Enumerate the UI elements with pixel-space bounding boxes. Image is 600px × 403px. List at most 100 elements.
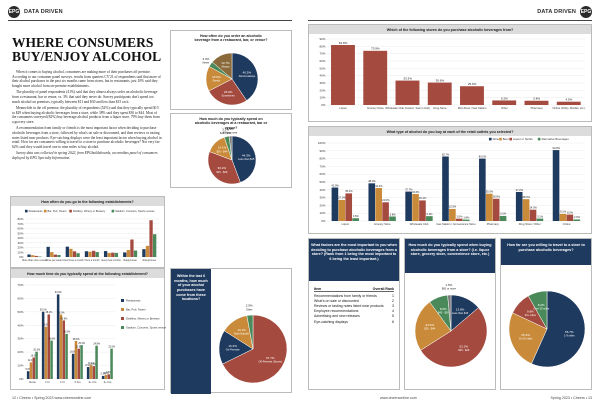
slice-label: 10-19 miles (519, 337, 533, 341)
bar-value: 38.9% (43, 324, 51, 327)
x-tick-label: Pharmacy (531, 106, 544, 110)
slice-label: Sometimes (222, 94, 236, 98)
x-tick-label: Online (Drizly, Minibar, etc.) (552, 106, 585, 110)
order-frequency-pie: 40.5%Almost always 26.9%Sometimes 15.6%Rar… (202, 52, 259, 106)
bar-value: 73.9% (371, 47, 380, 51)
bar (44, 326, 48, 379)
y-tick-label: 40% (319, 188, 325, 192)
slice-value: 26.9% (224, 90, 233, 94)
y-tick-label: 40% (17, 323, 23, 327)
bar-value: 35.4% (345, 189, 353, 193)
alcohol-type-card: What type of alcohol do you buy at each … (308, 126, 592, 234)
bar (345, 193, 353, 221)
y-tick-label: 50% (17, 231, 23, 235)
x-tick-label: Drug Store / Other (519, 222, 541, 226)
slice-value: 15.6% (212, 75, 221, 79)
legend-label: Distillery, Winery or Brewery (126, 317, 160, 321)
bar (338, 199, 346, 221)
slice-label: Never (202, 61, 209, 65)
factors-table: Item Overall Rank Recommendations from fa… (314, 287, 394, 325)
y-tick-label: 70% (319, 52, 325, 56)
bar-value: 6.2% (501, 96, 508, 100)
bar-value: 90.9% (553, 146, 561, 150)
x-tick-label: Grocery Store (367, 106, 384, 110)
bar (89, 365, 93, 379)
legend-swatch (121, 308, 124, 311)
bar-value: 43.6% (61, 317, 69, 320)
pie-slice (208, 78, 247, 106)
page-header: DATA DRIVEN EPG (537, 6, 592, 18)
table-row: Eye-catching displays 6 (314, 320, 394, 324)
header-rule (308, 20, 592, 21)
bar (92, 366, 96, 379)
chart-title: How much time do you typically spend at … (11, 269, 164, 278)
bar (426, 216, 433, 221)
pie-slice (231, 135, 257, 183)
alcohol-type-chart: 0% 10% 20% 30% 40% 50% 60% 70% 80% 90% 100% 42.9% 27… (318, 137, 585, 226)
bar-value: 3.6% (353, 214, 360, 218)
y-tick-label: 60% (17, 227, 23, 231)
pie-slice (222, 314, 288, 384)
bar-value: 1.8% (463, 215, 470, 219)
bar-value: 24.8% (93, 342, 101, 345)
y-tick-label: 20% (319, 203, 325, 207)
y-tick-label: 50% (319, 180, 325, 184)
bar (50, 340, 53, 379)
bar-value: 9.6% (91, 363, 97, 366)
left-page: EPG DATA DRIVEN WHERE CONSUMERS BUY/ENJO… (0, 0, 300, 403)
bar-value: 18.8% (70, 351, 78, 354)
visit-frequency-chart: 0%10%20%30%40%50%60%70%80% More than once… (17, 209, 159, 262)
slice-value: 2.9% (246, 304, 253, 308)
store-spend-card: How much do you typically spend when buy… (404, 238, 496, 390)
bar (74, 340, 78, 379)
pie-slice (207, 151, 241, 185)
page-footer: Spring 2023 • Cheers • 13 (550, 396, 592, 400)
bar (107, 374, 111, 379)
travel-distance-pie: 56.7%1-9 miles 25.3%10-19 miles 9.8%20+ mi… (508, 290, 586, 368)
bar (149, 220, 153, 257)
y-tick-label: 60% (319, 172, 325, 176)
bar (86, 367, 90, 379)
bar (101, 375, 105, 379)
bar (104, 374, 108, 379)
pie-slice (531, 290, 586, 368)
y-tick-label: 30% (17, 337, 23, 341)
slice-value: 36.4% (218, 166, 227, 170)
factor-rank: 4 (392, 309, 394, 314)
x-tick-label: 2+ hrs (89, 380, 97, 384)
bar (35, 351, 38, 379)
legend-swatch (489, 137, 492, 141)
y-tick-label: 30% (17, 241, 23, 245)
y-tick-label: 80% (319, 157, 325, 161)
x-tick-label: A few times a month (62, 259, 84, 262)
x-tick-label: Other (501, 106, 508, 110)
bar (114, 252, 119, 257)
bar (449, 208, 456, 221)
y-tick-label: 50% (17, 310, 23, 314)
bar (46, 246, 50, 257)
pie-slice (231, 52, 259, 101)
bar (405, 191, 412, 221)
x-tick-label: Once per week (46, 259, 63, 262)
y-tick-label: 0% (321, 219, 326, 223)
right-page: DATA DRIVEN EPG Which of the following s… (300, 0, 600, 403)
x-tick-label: Mini-Store / Gas Station (458, 106, 487, 110)
bar (41, 311, 45, 379)
bar (88, 251, 92, 257)
section-label: DATA DRIVEN (24, 9, 63, 15)
x-tick-label: 1 hr (45, 380, 50, 384)
legend-swatch (69, 209, 72, 213)
bar (142, 249, 146, 257)
bar-value: 8.2% (567, 210, 574, 214)
body-paragraph: The plurality of panel respondents (41%)… (12, 90, 158, 104)
slice-label: Always (221, 64, 230, 68)
y-tick-label: 100% (318, 141, 326, 145)
slice-label: Less than $15 (452, 311, 469, 315)
legend-swatch (121, 326, 124, 329)
bar-value: 5.8% (390, 212, 397, 216)
body-paragraph: Survey data was collected in spring 2022… (12, 151, 158, 161)
factor-rank: 6 (392, 319, 394, 324)
bar (331, 45, 355, 105)
y-tick-label: 70% (319, 164, 325, 168)
x-tick-label: Wholesale Club (Costco, Sam's Club) (385, 106, 430, 110)
